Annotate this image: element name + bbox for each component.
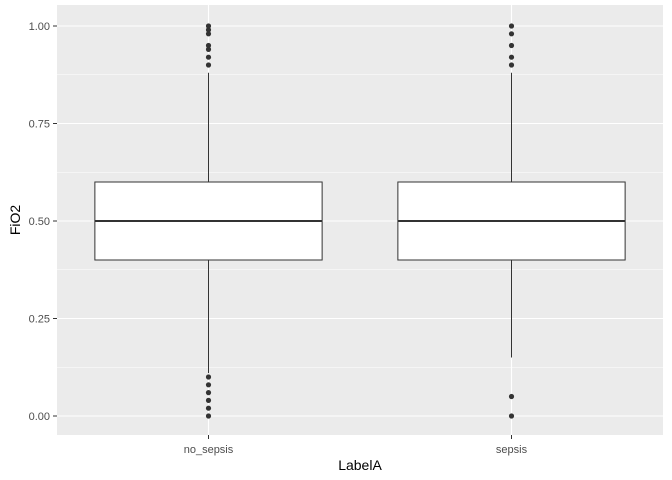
outlier-point (205, 54, 212, 60)
outlier-point (205, 31, 212, 37)
outlier-point (205, 27, 212, 33)
box-no_sepsis (94, 23, 323, 419)
outlier-point (205, 46, 212, 53)
outlier-point (205, 23, 212, 29)
outlier-point (205, 374, 212, 380)
y-tick-label: 0.00 (29, 411, 50, 423)
outlier-point (508, 393, 515, 400)
y-tick-label: 0.25 (29, 314, 50, 326)
x-tick-label: no_sepsis (184, 444, 234, 456)
y-tick-label: 0.50 (29, 216, 50, 228)
outlier-point (205, 390, 212, 396)
outlier-point (205, 397, 212, 403)
box-series (94, 23, 626, 419)
y-tick-label: 0.75 (29, 119, 50, 131)
outlier-point (205, 405, 212, 411)
y-tick-label: 1.00 (29, 21, 50, 33)
outlier-point (205, 62, 212, 68)
outlier-point (205, 413, 212, 419)
box-sepsis (397, 23, 626, 419)
outlier-point (508, 62, 515, 68)
y-axis-title: FiO2 (7, 205, 23, 236)
outlier-point (205, 42, 212, 49)
outlier-point (508, 42, 515, 49)
outlier-point (508, 413, 515, 419)
x-tick-label: sepsis (496, 444, 528, 456)
outlier-point (508, 31, 515, 37)
x-axis-title: LabelA (338, 457, 382, 473)
outlier-point (205, 382, 212, 388)
outlier-point (508, 54, 515, 60)
x-axis-ticks: no_sepsis sepsis (184, 435, 528, 456)
y-axis-ticks: 0.00 0.25 0.50 0.75 1.00 (29, 21, 57, 423)
outlier-point (508, 23, 515, 29)
minor-gridlines (57, 74, 663, 368)
